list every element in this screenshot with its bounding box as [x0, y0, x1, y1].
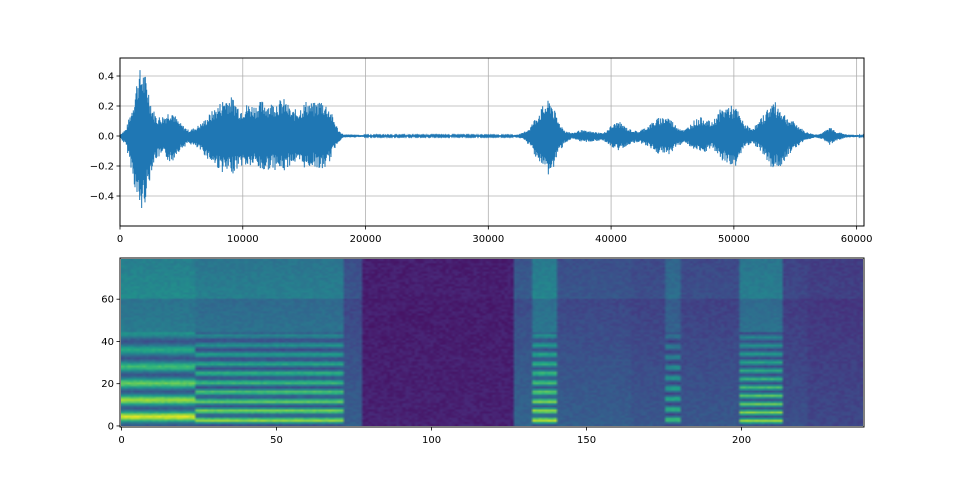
- spectrogram-image-holder: [121, 259, 863, 426]
- waveform-y-tick-label: 0.0: [98, 132, 114, 143]
- waveform-x-tick-label: 20000: [350, 234, 382, 245]
- spectrogram-x-axis: 0 50 100 150 200: [118, 427, 751, 446]
- waveform-x-tick-label: 10000: [227, 234, 259, 245]
- spectrogram-x-tick-label: 200: [732, 435, 751, 446]
- spectrogram-x-tick-label: 150: [577, 435, 596, 446]
- waveform-x-tick-label: 40000: [595, 234, 627, 245]
- waveform-y-tick-label: 0.4: [98, 72, 114, 83]
- spectrogram-y-tick-label: 40: [101, 337, 114, 348]
- spectrogram-y-tick-label: 60: [101, 295, 114, 306]
- spectrogram-y-tick-label: 0: [108, 421, 114, 432]
- waveform-y-tick-label: −0.2: [90, 162, 114, 173]
- waveform-x-tick-label: 0: [117, 234, 123, 245]
- spectrogram-axes-frame: [119, 257, 865, 428]
- spectrogram-x-tick-label: 50: [270, 435, 283, 446]
- waveform-y-axis: 0.4 0.2 0.0 −0.2 −0.4: [90, 72, 120, 203]
- spectrogram-y-tick-label: 20: [101, 379, 114, 390]
- waveform-panel: 0 10000 20000 30000 40000 50000 60000 0.40.20.…: [90, 57, 873, 245]
- waveform-series: [119, 70, 865, 209]
- spectrogram-y-axis: 0 20 40 60: [101, 295, 120, 432]
- spectrogram-x-tick-label: 100: [422, 435, 441, 446]
- waveform-axes-frame: [119, 57, 865, 227]
- waveform-x-tick-label: 60000: [841, 234, 873, 245]
- spectrogram-image: [121, 259, 863, 426]
- waveform-x-tick-label: 50000: [718, 234, 750, 245]
- waveform-y-tick-label: −0.4: [90, 192, 114, 203]
- waveform-x-axis: 0 10000 20000 30000 40000 50000 60000: [117, 226, 873, 245]
- waveform-y-tick-label: 0.2: [98, 102, 114, 113]
- spectrogram-x-tick-label: 0: [118, 435, 124, 446]
- spectrogram-panel: 0 50 100 150 200 0 20 40 60: [101, 257, 865, 446]
- waveform-x-tick-label: 30000: [472, 234, 504, 245]
